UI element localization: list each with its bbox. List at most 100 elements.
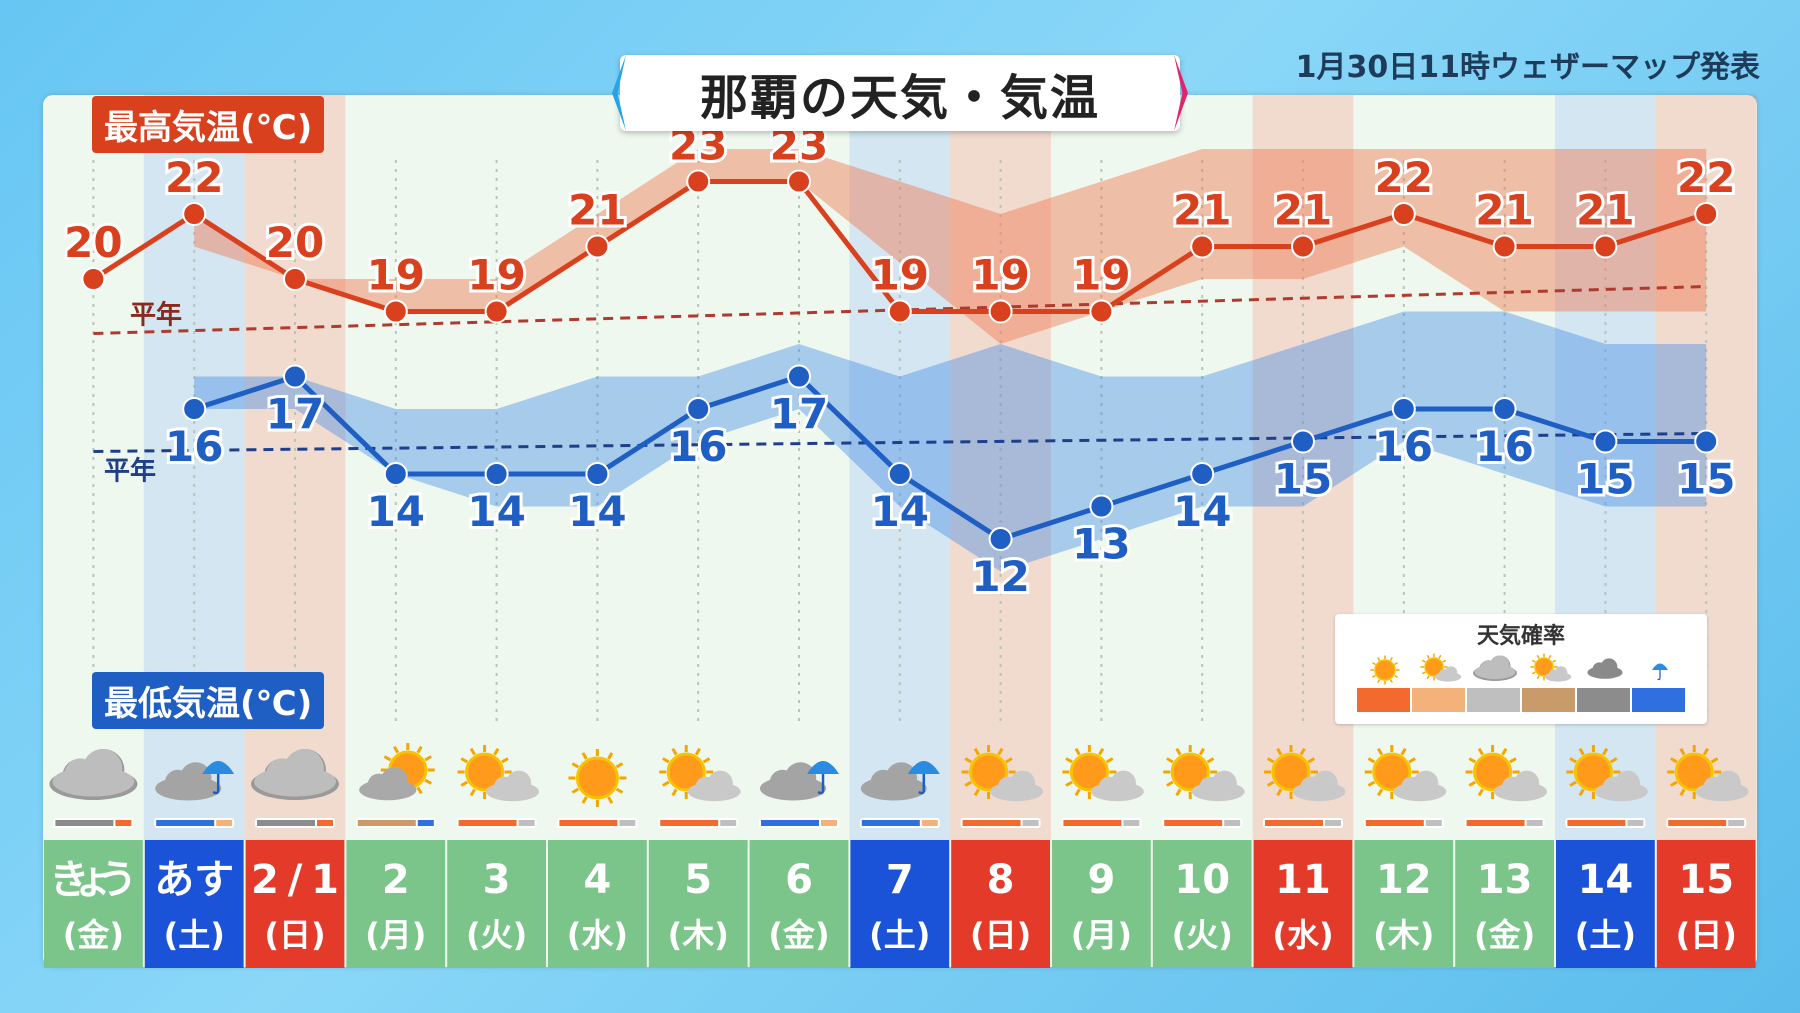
min-temp-point [1190,462,1215,486]
sun-disc [1573,752,1613,792]
weekday-label: (金) [63,916,124,954]
max-temp-value: 19 [871,251,929,300]
sun-disc [1374,659,1396,681]
sun-ray [1536,675,1540,680]
sun-ray [702,757,711,764]
sun-ray [571,762,580,769]
sun-ray [1198,747,1205,756]
weather-probability-bar-rest [417,820,434,826]
sun-cloud-icon [1566,745,1648,802]
sun-icon [568,749,627,807]
cloud-part [1312,770,1338,796]
cloud-part [1010,770,1036,796]
min-temp-value: 16 [1475,422,1533,471]
sun-disc [1170,752,1210,792]
weekday-label: (水) [567,916,628,954]
max-temp-value: 20 [266,218,324,267]
weather-probability-bar-rest [1526,820,1543,826]
min-temp-value: 13 [1072,520,1130,569]
weather-probability-bar-main [1365,820,1424,826]
sun-ray [1389,657,1393,661]
cloud-rain-icon [860,761,940,801]
sun-ray [1074,788,1081,797]
cloud-part [885,762,918,794]
max-temp-label: 最高気温(℃) [92,96,325,153]
date-cell [749,840,849,968]
issued-time: 1月30日11時ウェザーマップ発表 [1295,50,1760,85]
umbrella-handle [1657,670,1661,681]
sun-cloud-icon [1062,745,1144,802]
weather-probability-bar-main [1063,820,1122,826]
sun-ray [1679,747,1686,756]
sun-ray [1367,780,1376,787]
date-label: 12 [1376,857,1432,903]
cloud-part [784,762,817,794]
sun-ray [1426,654,1430,659]
sun-ray [416,745,423,754]
sun-ray [1569,757,1577,764]
sun-ray [615,762,624,769]
min-temp-line [193,374,1707,542]
umbrella-handle [817,774,825,795]
sun-cloud-icon [457,745,539,802]
min-temp-value: 14 [871,487,929,536]
sun-ray [416,786,423,795]
sun-ray [607,752,614,760]
date-label: 7 [886,857,914,903]
min-temp-point [283,364,307,389]
legend-swatch [1412,688,1467,712]
umbrella-icon [1652,663,1668,681]
legend-swatch [1467,688,1522,712]
date-label: 2 [382,857,410,903]
sun-ray [1206,757,1215,764]
min-temp-point [1089,494,1114,519]
min-temp-value: 14 [467,487,525,536]
sun-ray [1602,747,1609,756]
weather-probability-bar-main [55,820,114,826]
sun-ray [1065,757,1073,764]
min-temp-point [1391,397,1416,421]
date-label: 2/1 [251,857,339,903]
weekday-label: (日) [970,916,1031,954]
sun-cloud-icon [1364,745,1447,802]
min-temp-value: 14 [1173,487,1231,536]
max-temp-point [1089,299,1114,324]
cloud-part [83,749,123,789]
sun-ray [581,752,588,760]
page-title: 那覇の天気・気温 [699,70,1100,126]
weather-probability-bar-rest [921,820,938,826]
cloud-icon [49,749,138,800]
sun-ray [964,780,973,787]
sun-ray [1098,747,1105,756]
min-temp-point [887,462,912,486]
date-cell [548,840,647,968]
date-cell [44,840,143,968]
max-temp-range-band [194,149,1707,344]
sun-ray [1400,747,1407,756]
min-temp-value: 17 [770,390,828,439]
date-cell [1152,840,1252,968]
weather-probability-bar-rest [1123,820,1140,826]
max-temp-value: 22 [1677,153,1735,202]
sun-ray [1005,757,1013,764]
weather-probability-bar-rest [518,820,535,826]
min-temp-point [585,462,610,486]
cloud-part [380,767,408,795]
cloud-part [1554,666,1568,679]
sun-ray [1266,780,1275,787]
cloud-part [1614,770,1640,796]
min-normal-label: 平年 [104,456,156,487]
sun-ray [424,755,432,762]
sun-cloud-icon [1264,745,1346,802]
sun-ray [1468,780,1477,787]
max-temp-point [81,267,106,291]
weather-probability-bar-rest [115,820,132,826]
sun-ray [1105,757,1114,764]
sun-disc [575,756,619,800]
weather-probability-bar-rest [720,820,737,826]
cloud-part [1413,770,1439,796]
max-temp-point [787,169,811,194]
sun-ray [1670,757,1678,764]
weekday-label: (木) [1373,916,1434,954]
weather-probability-bar-main [861,820,920,826]
